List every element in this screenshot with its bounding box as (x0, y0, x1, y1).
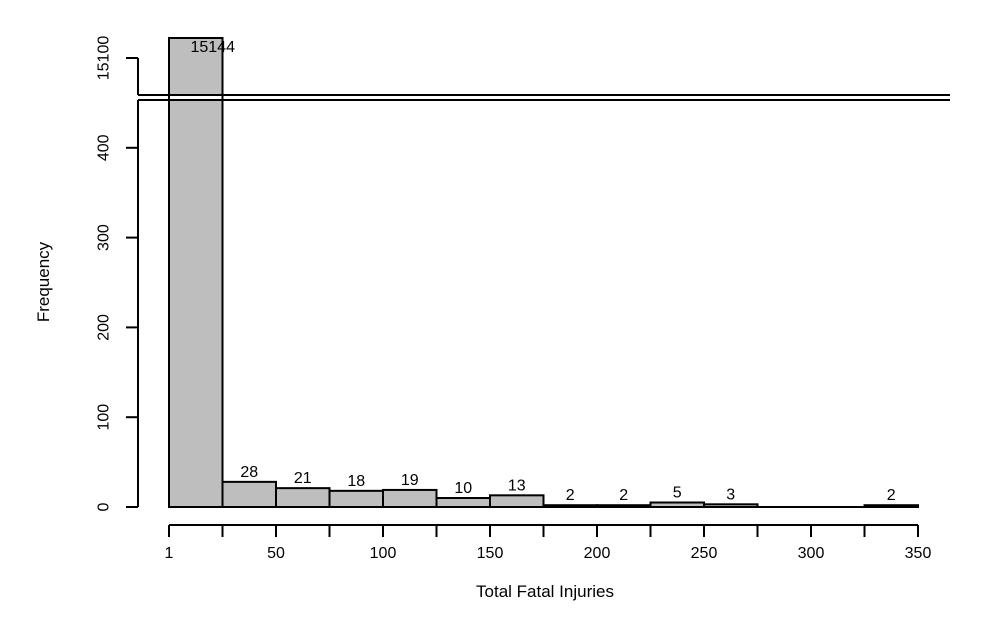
bar-value-label: 21 (294, 470, 312, 487)
bars-group (168, 37, 919, 509)
bar-value-label: 2 (566, 487, 575, 504)
bar-value-label: 19 (401, 472, 419, 489)
bar-value-label: 18 (347, 473, 365, 490)
y-tick-label: 200 (96, 314, 113, 341)
y-tick-label: 400 (96, 134, 113, 161)
bar-value-label: 5 (673, 485, 682, 502)
x-tick-label: 300 (798, 545, 825, 562)
y-tick-label: 300 (96, 224, 113, 251)
x-tick-label: 150 (477, 545, 504, 562)
histogram-bar (489, 494, 545, 508)
bar-value-label: 10 (454, 480, 472, 497)
histogram-bar (168, 37, 224, 508)
histogram-bar (328, 489, 384, 508)
x-tick-label: 200 (584, 545, 611, 562)
axis-break-gap (170, 96, 222, 99)
histogram-bar (275, 487, 331, 508)
bar-value-label: 15144 (191, 39, 236, 56)
bar-value-label: 3 (726, 486, 735, 503)
x-tick-label: 100 (370, 545, 397, 562)
bar-value-label: 13 (508, 477, 526, 494)
x-tick-label: 250 (691, 545, 718, 562)
bar-value-label: 2 (887, 487, 896, 504)
histogram-bar (435, 497, 491, 508)
y-tick-label: 15100 (96, 36, 113, 81)
bar-labels-group: 15144 28 21 18 19 10 13 2 2 5 3 2 (191, 39, 896, 504)
bar-value-label: 28 (240, 464, 258, 481)
bar-value-label: 2 (619, 487, 628, 504)
x-tick-label: 50 (267, 545, 285, 562)
x-tick-label: 350 (905, 545, 932, 562)
histogram-bar (221, 480, 277, 508)
x-tick-label: 1 (165, 545, 174, 562)
x-axis-label: Total Fatal Injuries (476, 582, 614, 601)
y-tick-label: 0 (96, 502, 113, 511)
y-axis-label: Frequency (34, 241, 53, 322)
histogram-bar (382, 488, 438, 508)
y-tick-label: 100 (96, 404, 113, 431)
